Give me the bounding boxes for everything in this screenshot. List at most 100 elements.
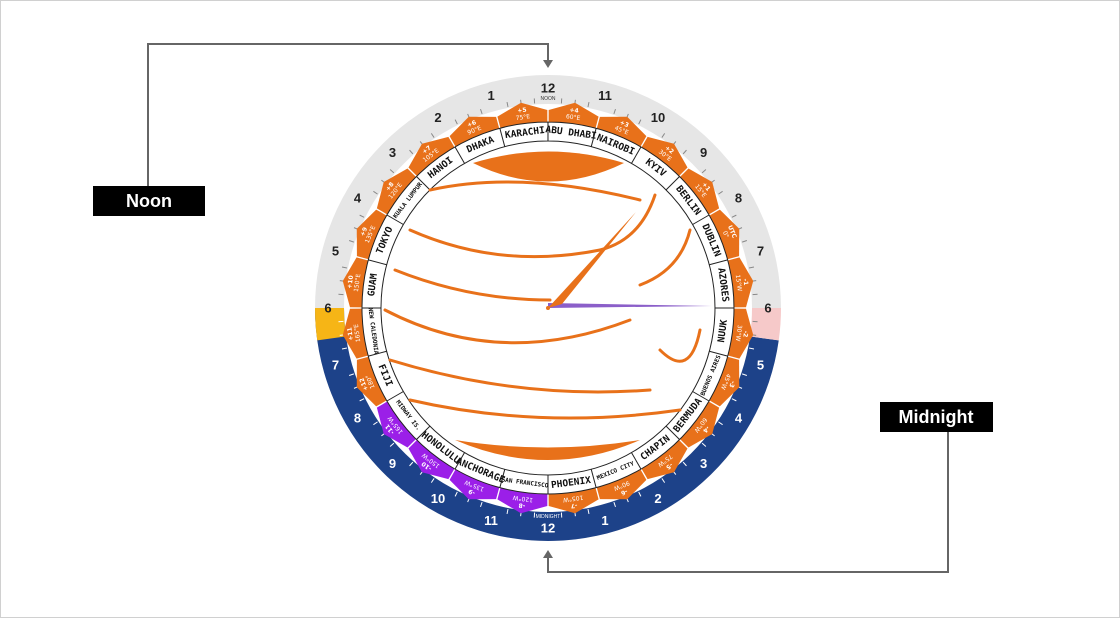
minor-tick	[409, 461, 414, 467]
zone-offset: -1	[741, 278, 749, 286]
city-divider	[416, 425, 431, 440]
minor-tick	[638, 491, 642, 497]
hour-hand	[548, 212, 636, 308]
city-divider	[692, 214, 710, 225]
zone-offset: +5	[517, 107, 527, 115]
city-divider	[590, 128, 597, 147]
zone-tab	[727, 308, 754, 359]
zone-offset: +1	[700, 181, 711, 193]
zone-tab	[408, 136, 455, 177]
night-band	[315, 308, 779, 542]
zone-offset: -8	[518, 501, 526, 509]
noon-connector	[147, 43, 549, 186]
city-divider	[590, 469, 597, 488]
dawn-band	[315, 308, 346, 341]
city-name: PHOENIX	[550, 475, 591, 491]
midnight-box	[880, 402, 993, 432]
zone-tab	[548, 102, 599, 129]
city-band	[361, 121, 735, 495]
minor-tick	[661, 478, 666, 483]
zone-offset: -6	[620, 487, 629, 496]
city-divider	[386, 391, 404, 402]
zone-longitude: 180°	[365, 373, 377, 389]
zone-offset: -4	[701, 424, 711, 434]
globe-cap	[455, 440, 640, 460]
hour-label: 7	[757, 244, 764, 259]
zone-tab	[449, 469, 500, 500]
city-name: AZORES	[715, 267, 730, 303]
minor-tick	[748, 266, 755, 269]
zone-tab	[376, 168, 417, 215]
midnight-connector	[547, 432, 949, 573]
arrow	[543, 550, 553, 558]
city-name: GUAM	[366, 273, 380, 297]
city-divider	[665, 176, 680, 191]
midnight-mark: MIDNIGHT	[536, 514, 561, 520]
minor-tick	[430, 478, 435, 483]
zone-tab	[497, 487, 548, 514]
city-divider	[368, 259, 387, 266]
zone-longitude: 105°W	[562, 494, 583, 504]
noon-mark: NOON	[541, 96, 556, 102]
hub	[546, 306, 550, 310]
hour-label: 2	[654, 491, 661, 506]
city-divider	[499, 469, 506, 488]
zone-tab	[727, 257, 754, 308]
hour-label: 12	[541, 81, 555, 96]
zone-offset: +10	[346, 275, 355, 289]
zone-longitude: 165°E	[353, 323, 362, 342]
zone-longitude: 60°E	[565, 113, 580, 122]
hour-label: 9	[700, 145, 707, 160]
hour-label: 11	[484, 513, 498, 528]
city-divider	[416, 176, 431, 191]
minor-tick	[748, 347, 755, 350]
globe	[382, 142, 714, 474]
zone-tab	[356, 209, 387, 260]
globe-cap	[473, 151, 624, 182]
minor-tick	[587, 101, 590, 108]
zone-offset: +4	[569, 107, 579, 115]
zone-offset: -7	[570, 501, 578, 509]
zone-offset: +2	[663, 145, 675, 156]
hour-label: 8	[354, 411, 361, 426]
latitude-line	[658, 328, 702, 363]
city-divider	[368, 350, 387, 357]
minor-tick	[341, 266, 348, 269]
day-band	[315, 75, 781, 308]
zone-tab	[709, 209, 740, 260]
minor-tick	[701, 442, 707, 447]
hour-label: 8	[735, 191, 742, 206]
zone-tab	[596, 469, 647, 500]
zone-offset: +9	[359, 226, 369, 237]
latitude-line	[598, 193, 657, 252]
city-divider	[709, 350, 728, 357]
zone-longitude: 0°	[721, 230, 730, 239]
minor-tick	[389, 442, 395, 447]
midnight-label: Midnight	[899, 407, 974, 427]
zone-offset: +6	[466, 119, 477, 129]
city-divider	[631, 146, 642, 164]
zone-tab	[596, 116, 647, 147]
connectors	[147, 43, 949, 573]
city-divider	[499, 128, 506, 147]
hour-label: 1	[487, 88, 494, 103]
zone-offset: -3	[727, 380, 736, 389]
minor-tick	[718, 190, 723, 195]
hour-label: 11	[598, 88, 612, 103]
zone-tab	[376, 401, 417, 448]
minor-tick	[480, 108, 483, 115]
zone-offset: -2	[741, 330, 749, 338]
city-divider	[454, 452, 465, 470]
minor-tick	[359, 398, 365, 402]
minor-tick	[682, 149, 687, 155]
zone-longitude: 75°E	[515, 113, 530, 122]
minute-hand	[548, 303, 712, 308]
zone-offset: +11	[346, 327, 355, 341]
zone-tab	[641, 439, 688, 480]
city-divider	[709, 259, 728, 266]
zone-offset: +7	[421, 145, 433, 156]
zone-longitude: 30°W	[734, 324, 743, 341]
city-divider	[386, 214, 404, 225]
hour-label: 10	[651, 110, 665, 125]
